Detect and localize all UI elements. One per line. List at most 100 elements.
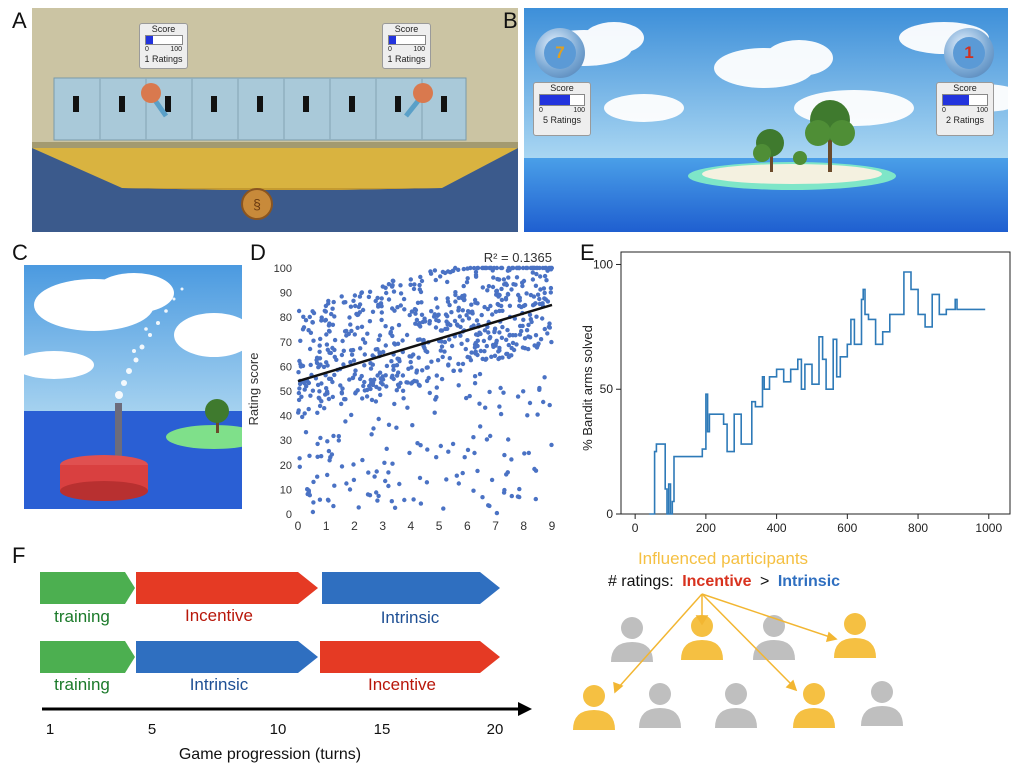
scatter-point [400,373,406,378]
scatter-point [355,325,360,330]
scatter-point [350,375,356,381]
scatter-point [533,283,539,288]
scatter-point [490,268,495,273]
scatter-point [506,275,511,280]
x-tick-label: 7 [492,519,499,533]
scatter-point [517,298,522,303]
scatter-point [297,456,302,461]
scatter-point [470,311,475,316]
lever-right[interactable] [404,83,433,118]
scatter-point [373,298,378,304]
score-fill [145,36,153,44]
scatter-point [542,326,547,332]
scatter-point [511,347,517,353]
scatter-point [379,317,384,323]
scatter-point [509,457,514,462]
scatter-point [367,289,373,294]
scatter-point [383,324,388,329]
scatter-point [419,278,425,284]
scatter-point [368,366,374,371]
scatter-point [548,290,553,295]
scatter-point [323,317,329,323]
scatter-point [369,397,375,403]
scatter-point [497,348,502,353]
scatter-point [433,325,439,330]
scatter-point [445,299,451,304]
scatter-point [487,503,492,509]
scatter-point [310,509,316,515]
scatter-point [352,293,358,298]
scatter-point [310,309,315,314]
scatter-point [440,269,446,275]
scatter-point [412,378,417,384]
scatter-point [300,363,306,369]
scatter-point [422,345,427,351]
scatter-point [496,302,501,308]
scatter-point [464,280,470,285]
scatter-point [479,312,484,318]
scatter-point [499,286,504,292]
scatter-point [475,352,480,358]
scatter-point [475,338,480,343]
scatter-point [542,296,547,301]
scatter-point [375,498,380,503]
scatter-point [401,296,407,302]
scatter-point [379,296,384,301]
scatter-point [325,391,330,396]
scatter-point [433,277,438,283]
person-icon [573,685,615,730]
scatter-point [336,438,341,443]
scatter-point [483,405,488,410]
scatter-point [540,265,545,271]
scatter-point [382,460,387,465]
scatter-point [478,424,483,429]
scatter-point [401,396,406,401]
scatter-point [482,349,487,354]
scatter-point [427,390,432,396]
scatter-point [296,370,301,375]
scatter-point [472,374,478,379]
scatter-point [400,388,406,393]
scatter-point [528,335,533,340]
scatter-point [303,430,309,435]
scatter-point [445,296,450,301]
scatter-point [409,309,415,314]
scatter-point [317,497,323,502]
scatter-point [405,405,410,410]
scatter-point [453,292,458,298]
panel-letter-c: C [12,240,28,265]
scatter-point [360,457,365,463]
scatter-point [460,470,465,476]
score-fill [943,95,970,105]
scatter-point [538,287,543,292]
scatter-point [434,317,439,323]
scatter-point [384,384,389,389]
y-axis-label: Rating score [246,353,261,426]
scatter-point [299,394,304,399]
scatter-point [432,410,437,415]
scatter-point [383,343,388,348]
scatter-point [413,311,418,316]
scatter-point [308,330,314,335]
scatter-point [418,324,423,329]
y-tick-label: 60 [280,361,292,373]
scatter-point [513,282,518,287]
scatter-point [486,284,492,289]
scatter-point [366,294,372,300]
scatter-point [497,330,502,335]
scatter-point [323,303,329,309]
scatter-point [332,337,338,343]
scatter-point [355,388,360,393]
scatter-point [390,306,395,311]
scatter-point [349,352,355,357]
scatter-point [326,448,332,454]
tree-icon [753,100,855,172]
scatter-point [357,294,363,299]
lever-left[interactable] [141,83,169,118]
scatter-point [402,307,407,312]
training-arrow [40,572,135,604]
scatter-point [398,303,403,308]
scatter-point [506,265,511,271]
scatter-point [342,329,348,334]
